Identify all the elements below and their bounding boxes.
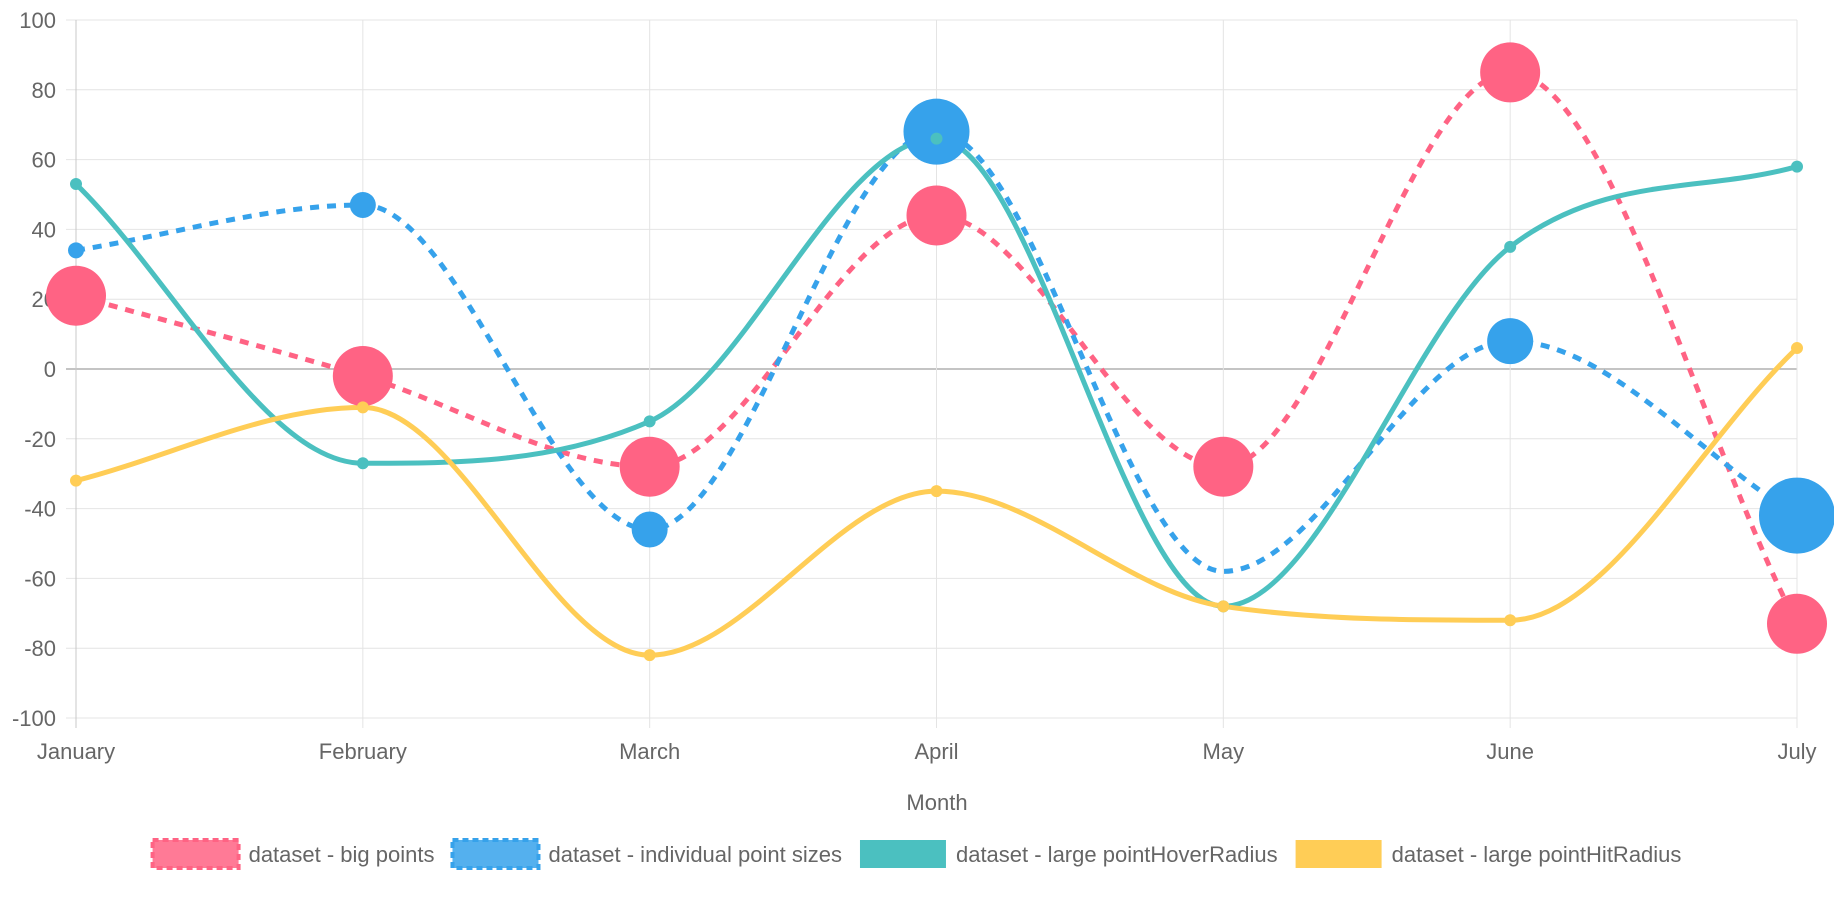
- series-1-point[interactable]: [619, 436, 680, 497]
- series-4-point[interactable]: [1791, 342, 1803, 355]
- series-3-point[interactable]: [643, 415, 656, 428]
- series-2-point[interactable]: [349, 191, 376, 218]
- x-tick-label: March: [619, 739, 680, 764]
- y-tick-label: -40: [24, 497, 56, 522]
- y-tick-label: 80: [32, 78, 56, 103]
- y-tick-label: 100: [19, 8, 56, 33]
- legend-swatch-2[interactable]: [450, 838, 541, 870]
- series-3-point[interactable]: [1504, 240, 1517, 253]
- series-3-point[interactable]: [356, 457, 369, 470]
- series-2-point[interactable]: [1487, 318, 1534, 365]
- legend-label-3[interactable]: dataset - large pointHoverRadius: [956, 842, 1278, 867]
- series-4-point[interactable]: [70, 474, 82, 487]
- series-1-point[interactable]: [46, 265, 106, 326]
- y-tick-label: 60: [32, 148, 56, 173]
- y-tick-label: -80: [24, 636, 56, 661]
- series-2-point[interactable]: [1759, 477, 1834, 554]
- series-4-point[interactable]: [1217, 600, 1230, 613]
- legend-swatch-3[interactable]: [859, 840, 946, 868]
- y-tick-label: -100: [12, 706, 56, 731]
- x-tick-label: February: [319, 739, 407, 764]
- series-1-point[interactable]: [906, 185, 967, 246]
- series-3-point[interactable]: [1791, 160, 1803, 173]
- legend-label-1[interactable]: dataset - big points: [249, 842, 435, 867]
- series-1-point[interactable]: [1767, 593, 1827, 654]
- series-2-point[interactable]: [631, 511, 668, 548]
- series-4-point[interactable]: [643, 649, 656, 662]
- legend-swatch-1[interactable]: [150, 838, 241, 870]
- y-tick-label: -20: [24, 427, 56, 452]
- series-3-point[interactable]: [930, 132, 943, 145]
- legend: dataset - big points dataset - individual…: [150, 838, 1682, 870]
- series-points: [46, 42, 1834, 662]
- series-1-point[interactable]: [1480, 42, 1541, 103]
- series-1-point[interactable]: [332, 345, 393, 406]
- legend-swatch-4[interactable]: [1295, 840, 1382, 868]
- x-tick-label: June: [1486, 739, 1534, 764]
- x-tick-label: April: [914, 739, 958, 764]
- x-tick-label: May: [1203, 739, 1245, 764]
- series-1-point[interactable]: [1193, 436, 1254, 497]
- y-tick-label: 40: [32, 217, 56, 242]
- series-line-1: [75, 69, 1800, 625]
- x-axis-title: Month: [906, 790, 967, 815]
- series-4-point[interactable]: [1504, 614, 1517, 627]
- y-tick-label: 0: [44, 357, 56, 382]
- x-tick-label: January: [37, 739, 115, 764]
- x-tick-label: July: [1777, 739, 1816, 764]
- legend-label-2[interactable]: dataset - individual point sizes: [548, 842, 842, 867]
- series-2-point[interactable]: [68, 242, 84, 259]
- legend-label-4[interactable]: dataset - large pointHitRadius: [1392, 842, 1682, 867]
- series-4-point[interactable]: [356, 401, 369, 414]
- series-2-point[interactable]: [903, 98, 970, 165]
- series-line-4: [75, 346, 1799, 658]
- series-3-point[interactable]: [70, 178, 82, 191]
- y-tick-label: -60: [24, 566, 56, 591]
- series-4-point[interactable]: [930, 485, 943, 498]
